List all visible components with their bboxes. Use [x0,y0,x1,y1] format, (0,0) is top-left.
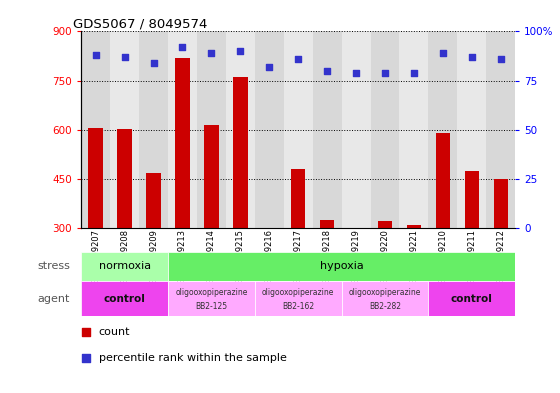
Bar [407,225,421,228]
Text: BB2-125: BB2-125 [195,302,227,311]
Text: control: control [104,294,146,304]
Bar [168,281,255,316]
Bar [399,31,428,228]
Text: oligooxopiperazine: oligooxopiperazine [175,288,248,297]
Bar [493,180,508,228]
Bar [255,31,284,228]
Point [120,54,129,60]
Bar [168,31,197,228]
Bar [168,252,515,281]
Point [380,70,389,76]
Point [293,56,302,62]
Bar [255,281,342,316]
Bar [378,221,392,228]
Point [265,64,274,70]
Text: BB2-162: BB2-162 [282,302,314,311]
Bar [81,281,168,316]
Bar [197,31,226,228]
Bar [436,133,450,228]
Text: count: count [99,327,130,337]
Point [207,50,216,56]
Point [409,70,418,76]
Bar [291,169,305,228]
Bar [465,171,479,228]
Text: normoxia: normoxia [99,261,151,271]
Bar [110,31,139,228]
Bar [88,128,103,228]
Point [91,52,100,58]
Point [333,19,342,26]
Bar [175,58,190,228]
Point [149,60,158,66]
Text: oligooxopiperazine: oligooxopiperazine [349,288,421,297]
Bar [349,228,363,231]
Text: hypoxia: hypoxia [320,261,363,271]
Point [467,54,476,60]
Bar [233,77,248,228]
Text: BB2-282: BB2-282 [369,302,401,311]
Point [236,48,245,54]
Bar [458,31,486,228]
Point [438,50,447,56]
Point [496,56,505,62]
Point [323,68,332,74]
Bar [81,252,168,281]
Bar [118,129,132,228]
Bar [139,31,168,228]
Text: agent: agent [38,294,70,304]
Text: stress: stress [38,261,71,271]
Bar [81,31,110,228]
Bar [342,31,371,228]
Bar [226,31,255,228]
Bar [371,31,399,228]
Bar [486,31,515,228]
Point [333,255,342,261]
Bar [428,281,515,316]
Point [352,70,361,76]
Bar [146,173,161,228]
Bar [312,31,342,228]
Bar [428,31,458,228]
Point [178,44,187,50]
Text: percentile rank within the sample: percentile rank within the sample [99,353,286,363]
Bar [342,281,428,316]
Text: control: control [451,294,493,304]
Text: GDS5067 / 8049574: GDS5067 / 8049574 [72,17,207,30]
Bar [320,220,334,228]
Text: oligooxopiperazine: oligooxopiperazine [262,288,334,297]
Bar [284,31,312,228]
Bar [204,125,218,228]
